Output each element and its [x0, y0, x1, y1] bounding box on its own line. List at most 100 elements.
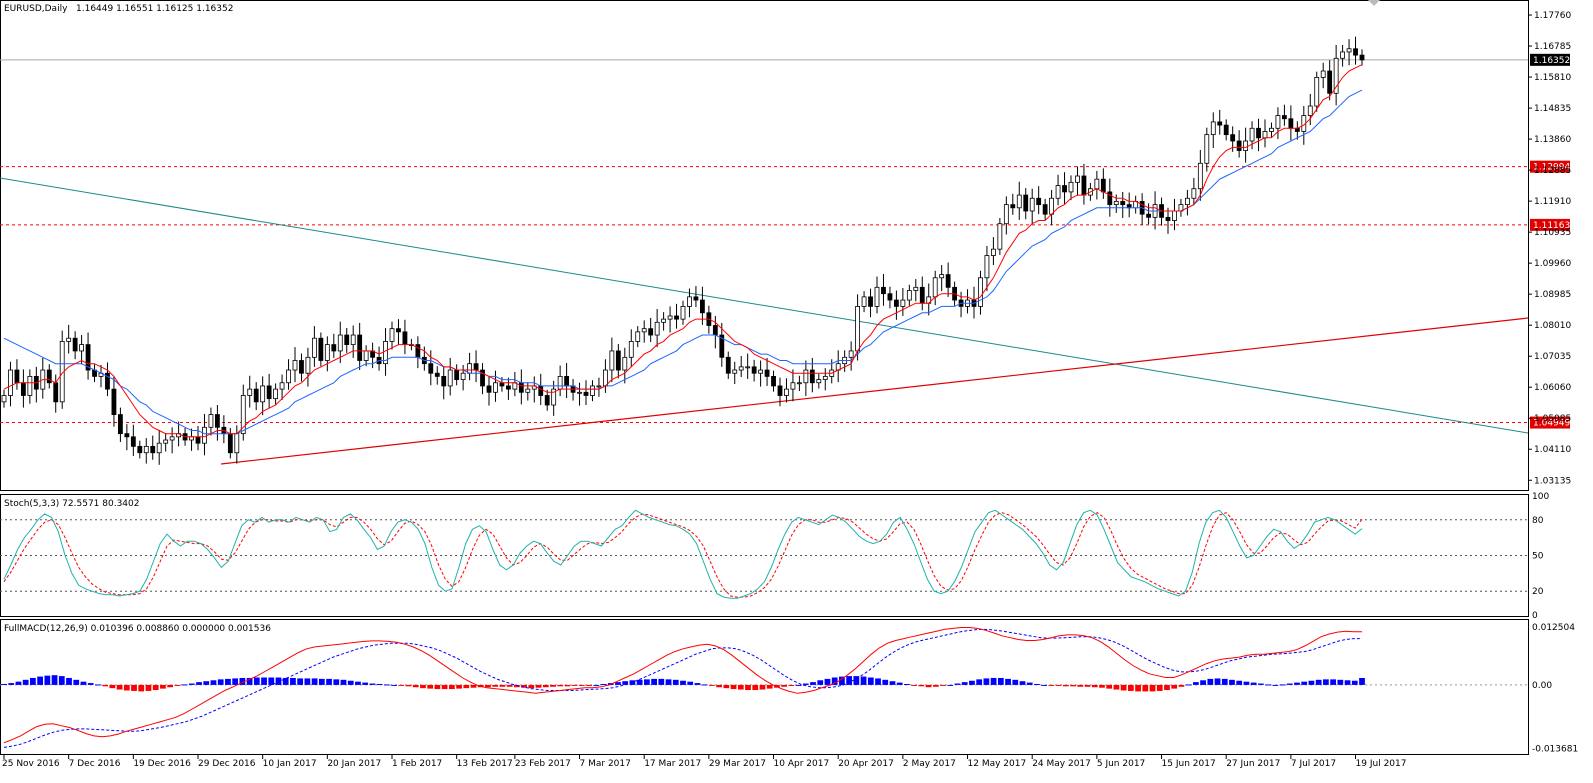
candle-body	[27, 375, 33, 396]
time-tick-label: 15 Jun 2017	[1162, 759, 1216, 769]
price-pane[interactable]	[0, 0, 1529, 491]
candle-body	[1075, 175, 1080, 183]
time-tick-label: 20 Jan 2017	[327, 759, 381, 769]
macd-histogram-bar	[51, 675, 58, 685]
candle	[628, 329, 634, 367]
macd-histogram-bar	[810, 682, 816, 685]
macd-histogram-bar	[622, 681, 629, 685]
candle	[137, 440, 143, 459]
macd-tick-label: -0.013681	[1532, 744, 1578, 754]
candle	[1191, 177, 1197, 206]
candle	[978, 270, 983, 315]
macd-histogram-bar	[802, 683, 809, 685]
time-tick-label: 2 May 2017	[903, 759, 956, 769]
candle-body	[331, 344, 337, 352]
candle-body	[1269, 127, 1274, 132]
macd-histogram-bar	[1055, 684, 1062, 686]
candle	[169, 427, 175, 454]
candle	[784, 378, 789, 403]
candle	[493, 370, 498, 402]
candle-body	[590, 385, 595, 396]
candle	[247, 375, 253, 408]
trendlines[interactable]	[0, 177, 1529, 465]
candle	[984, 245, 990, 292]
candle	[719, 322, 725, 367]
candle	[939, 265, 945, 292]
collapse-arrow-icon[interactable]	[1368, 0, 1380, 6]
candle-body	[997, 223, 1003, 250]
macd-histogram-bar	[160, 684, 166, 689]
time-tick-label: 1 Feb 2017	[392, 759, 442, 769]
candle-body	[1256, 127, 1261, 139]
candle-body	[1327, 70, 1333, 94]
candle-body	[1307, 105, 1313, 116]
macd-histogram-bar	[860, 676, 867, 685]
time-tick-label: 7 Jul 2017	[1291, 759, 1336, 769]
macd-histogram-bar	[116, 684, 123, 690]
candle-body	[932, 277, 938, 298]
candle-body	[1204, 134, 1210, 164]
macd-histogram-bar	[687, 681, 694, 685]
macd-histogram-bar	[1077, 684, 1084, 687]
candle	[1359, 49, 1365, 66]
macd-histogram-bar	[15, 681, 22, 685]
macd-histogram-bar	[383, 684, 390, 686]
horizontal-levels[interactable]	[0, 59, 1528, 424]
uptrend-line[interactable]	[220, 317, 1529, 465]
macd-histogram-bar	[954, 683, 961, 685]
candle	[253, 382, 259, 411]
ma-fast-line	[3, 64, 1363, 438]
downtrend-line[interactable]	[0, 177, 1529, 434]
macd-histogram-bar	[109, 684, 116, 689]
macd-histogram-bar	[1127, 684, 1134, 691]
candle-body	[738, 366, 744, 371]
candle-body	[848, 350, 854, 358]
macd-histogram-bar	[311, 678, 318, 685]
candle-body	[1288, 118, 1294, 129]
chart-title: EURUSD,Daily	[4, 4, 68, 14]
candle	[273, 383, 279, 405]
candle-body	[1320, 70, 1326, 78]
macd-histogram-bar	[181, 684, 188, 686]
candle-body	[518, 382, 524, 393]
macd-histogram-bar	[665, 679, 672, 685]
candle	[848, 341, 854, 371]
candle-body	[809, 369, 815, 384]
candle-body	[725, 356, 731, 374]
candle	[208, 407, 214, 436]
candle-body	[1314, 76, 1320, 107]
macd-histogram-bar	[217, 679, 224, 685]
macd-histogram-bar	[817, 680, 824, 685]
candle	[1340, 44, 1346, 67]
macd-histogram-bar	[1178, 684, 1185, 687]
candle	[661, 312, 667, 331]
macd-histogram-bar	[1250, 682, 1257, 685]
candle	[997, 217, 1003, 255]
macd-histogram-bar	[391, 684, 397, 686]
macd-histogram-bar	[492, 684, 499, 687]
macd-histogram-bar	[889, 681, 896, 685]
macd-histogram-bar	[947, 684, 954, 686]
candle	[609, 337, 615, 383]
macd-histogram-bar	[174, 684, 181, 686]
macd-histogram-bar	[521, 684, 527, 688]
macd-histogram-bar	[297, 678, 304, 685]
candle	[266, 373, 272, 409]
time-axis: 25 Nov 2016 7 Dec 2016 19 Dec 2016 29 Dec 2…	[2, 755, 1406, 769]
macd-signal-line	[3, 628, 1362, 748]
candle-body	[712, 325, 718, 336]
price-tick-label: 1.13860	[1534, 135, 1571, 145]
candle-body	[1, 395, 7, 403]
candle	[311, 326, 317, 367]
candle-body	[751, 366, 757, 374]
candle	[861, 291, 867, 313]
candle-body	[1172, 210, 1177, 221]
macd-pane[interactable]	[0, 619, 1529, 755]
candle-body	[1146, 213, 1152, 218]
candle-body	[46, 369, 52, 384]
candle	[525, 382, 531, 401]
candle	[505, 377, 511, 400]
candle-body	[777, 385, 783, 396]
candle	[551, 380, 557, 416]
